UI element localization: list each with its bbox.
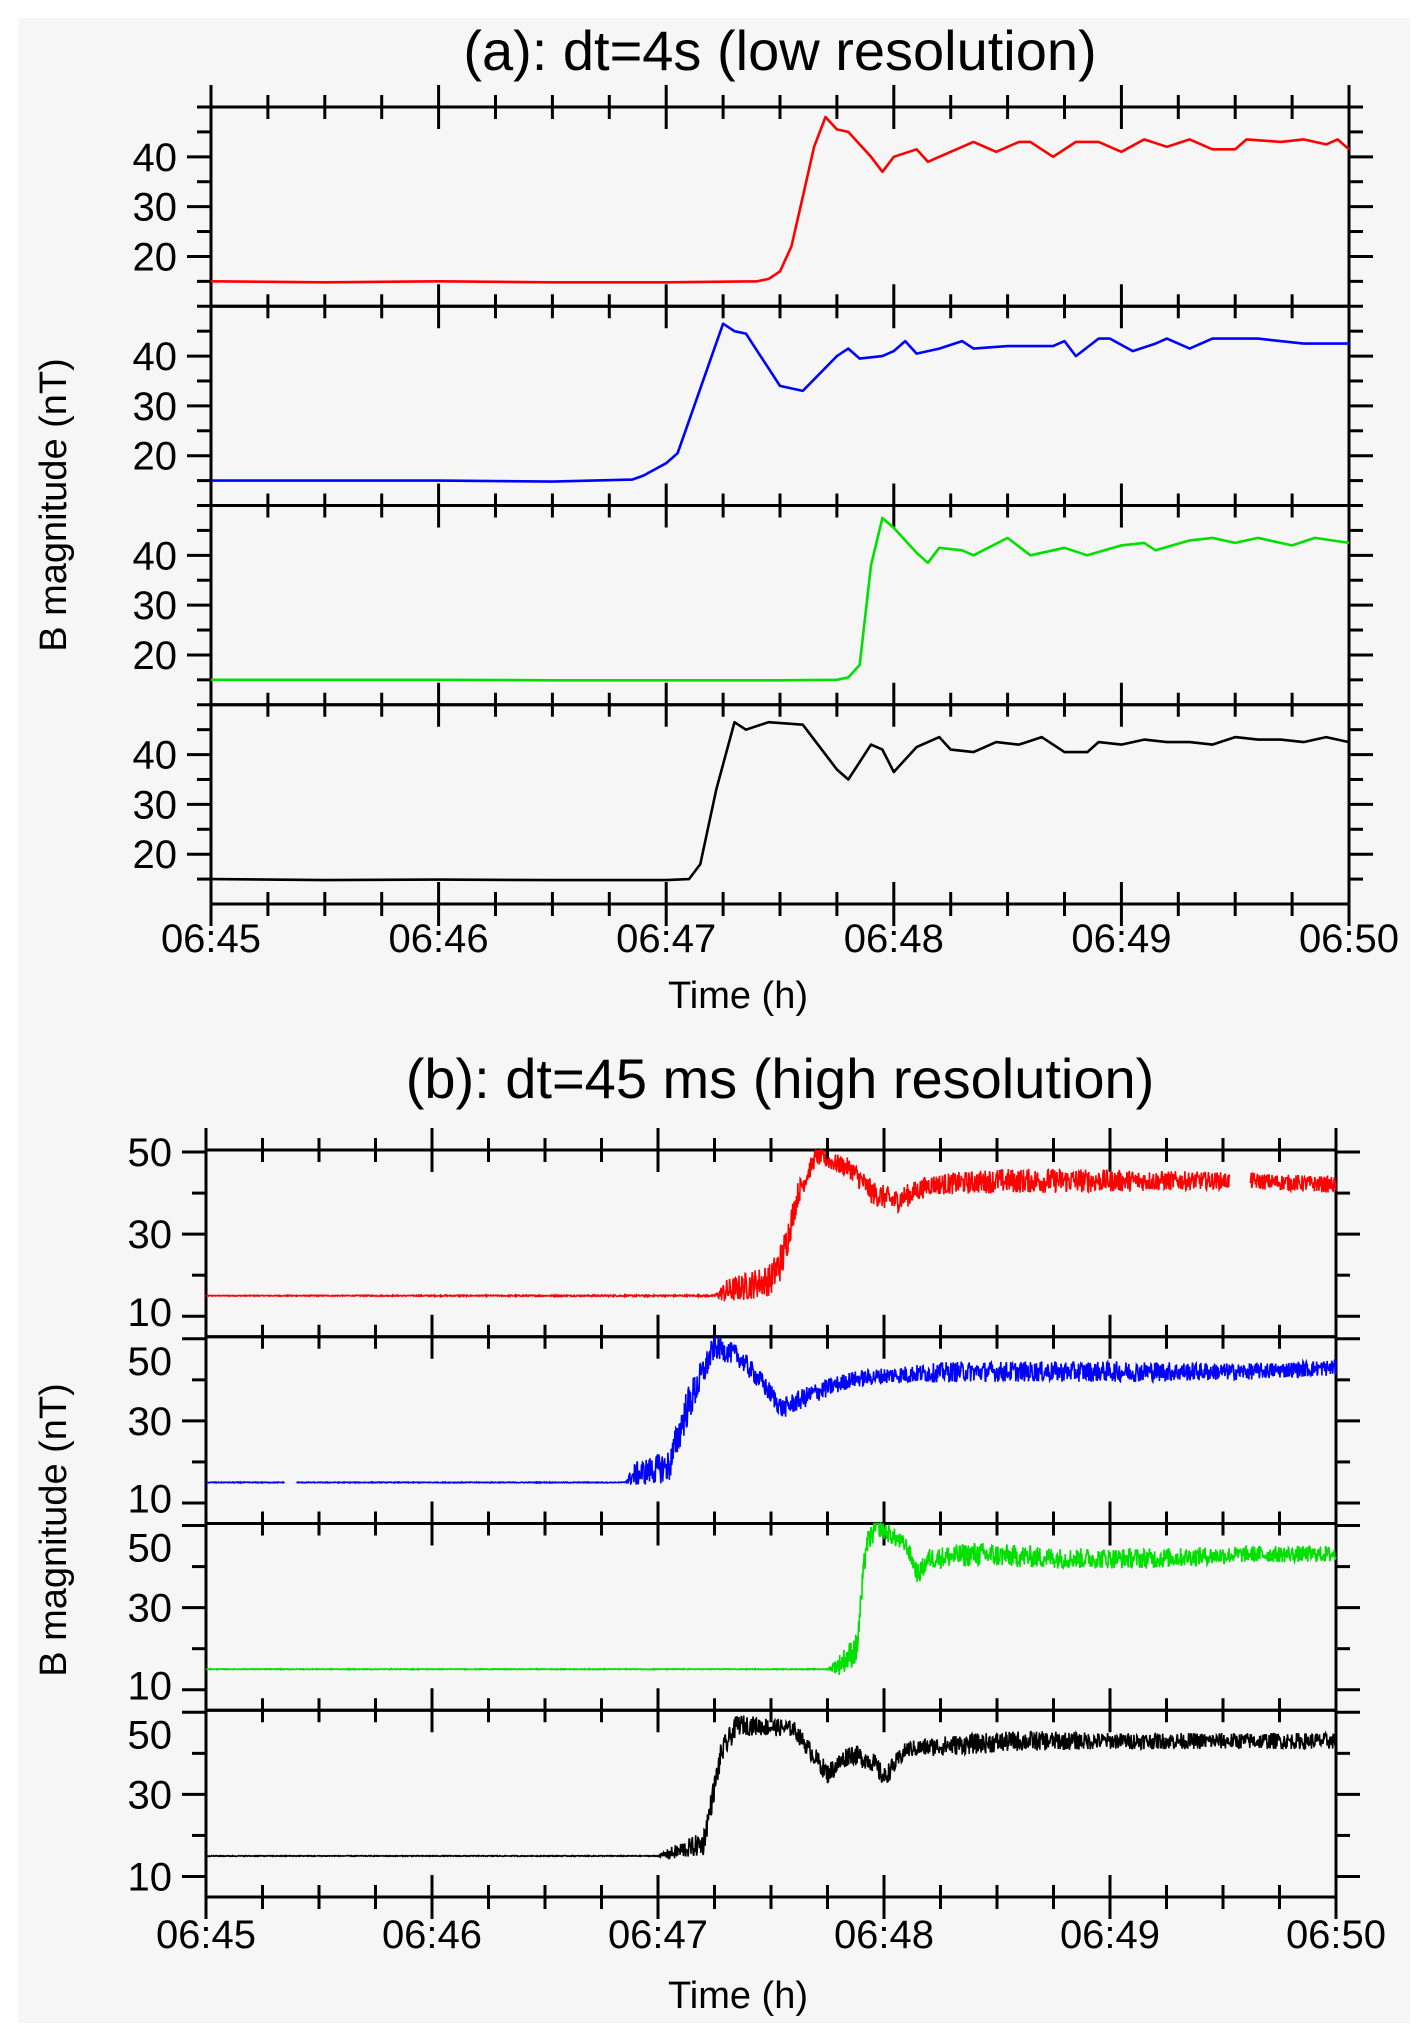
y-tick-label: 40 — [133, 335, 178, 379]
series-line-panel-3 — [205, 1521, 1337, 1675]
series-line-panel-1 — [205, 1148, 1337, 1302]
chart-a-title: (a): dt=4s (low resolution) — [463, 19, 1096, 82]
x-tick-label: 06:48 — [834, 1913, 934, 1957]
x-tick-label: 06:50 — [1299, 917, 1399, 961]
y-tick-label: 40 — [133, 136, 178, 180]
x-tick-label: 06:49 — [1071, 917, 1171, 961]
series-line-panel-4 — [205, 1715, 1337, 1860]
x-tick-label: 06:50 — [1286, 1913, 1386, 1957]
x-tick-label: 06:49 — [1060, 1913, 1160, 1957]
y-tick-label: 30 — [133, 186, 178, 230]
y-tick-label: 10 — [128, 1291, 173, 1335]
y-tick-label: 20 — [133, 435, 178, 479]
panel-4: 10 30 50 — [128, 1688, 1360, 1919]
y-tick-label: 30 — [128, 1213, 173, 1257]
y-tick-label: 30 — [128, 1587, 173, 1631]
panel-1: 10 30 50 — [128, 1128, 1360, 1339]
y-tick-label: 30 — [128, 1773, 173, 1817]
y-tick-label: 50 — [128, 1340, 173, 1384]
panel-4: 20 30 40 — [133, 682, 1373, 926]
series-line-panel-2 — [205, 1336, 1337, 1486]
chart-a-ylabel: B magnitude (nT) — [33, 358, 75, 652]
chart-b-xlabel: Time (h) — [668, 1975, 808, 2017]
y-tick-label: 50 — [128, 1131, 173, 1175]
x-tick-label: 06:47 — [608, 1913, 708, 1957]
y-tick-label: 40 — [133, 734, 178, 778]
y-tick-label: 30 — [133, 385, 178, 429]
chart-a-xlabel: Time (h) — [668, 975, 808, 1017]
y-tick-label: 10 — [128, 1664, 173, 1708]
y-tick-label: 30 — [128, 1400, 173, 1444]
x-tick-label: 06:46 — [382, 1913, 482, 1957]
series-line-panel-1 — [210, 115, 1350, 284]
x-tick-label: 06:46 — [389, 917, 489, 961]
y-tick-label: 20 — [133, 235, 178, 279]
y-tick-label: 30 — [133, 584, 178, 628]
panel-3: 20 30 40 — [133, 483, 1373, 707]
series-line-panel-4 — [210, 720, 1350, 882]
y-tick-label: 50 — [128, 1527, 173, 1571]
chart-b-title: (b): dt=45 ms (high resolution) — [406, 1047, 1155, 1110]
y-tick-label: 30 — [133, 783, 178, 827]
x-tick-label: 06:48 — [844, 917, 944, 961]
series-line-panel-2 — [211, 322, 1349, 483]
panel-2: 20 30 40 — [133, 284, 1373, 507]
y-tick-label: 10 — [128, 1478, 173, 1522]
x-tick-label: 06:45 — [156, 1913, 256, 1957]
chart-b-ylabel: B magnitude (nT) — [33, 1383, 75, 1677]
series-line-panel-3 — [211, 516, 1350, 682]
y-tick-label: 40 — [133, 534, 178, 578]
panel-3: 10 30 50 — [128, 1501, 1360, 1712]
chart-b: (b): dt=45 ms (high resolution) Time (h)… — [33, 1047, 1386, 2017]
y-tick-label: 20 — [133, 634, 178, 678]
x-tick-label: 06:47 — [616, 917, 716, 961]
chart-a: (a): dt=4s (low resolution) Time (h) B m… — [33, 19, 1399, 1017]
y-tick-label: 20 — [133, 833, 178, 877]
x-tick-label: 06:45 — [161, 917, 261, 961]
y-tick-label: 10 — [128, 1855, 173, 1899]
y-tick-label: 50 — [128, 1713, 173, 1757]
